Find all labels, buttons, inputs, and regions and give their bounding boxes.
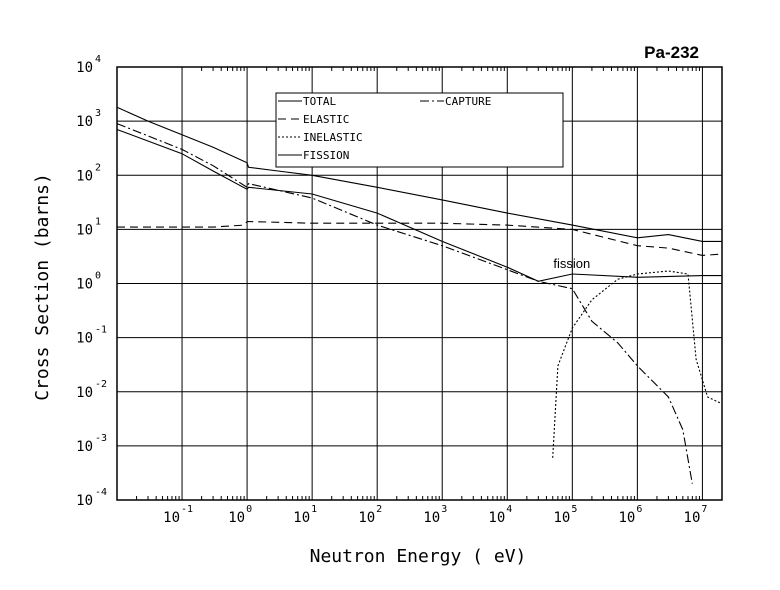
y-tick-exponent: -3 bbox=[95, 433, 107, 444]
y-tick-label: 10 bbox=[76, 277, 93, 293]
x-tick-exponent: 5 bbox=[571, 504, 577, 515]
y-tick-exponent: -2 bbox=[95, 379, 107, 390]
y-tick-label: 10 bbox=[76, 114, 93, 130]
series-line-inelastic bbox=[552, 270, 723, 458]
x-tick-exponent: 3 bbox=[441, 504, 447, 515]
series-line-capture bbox=[116, 123, 693, 484]
x-tick-label: 10 bbox=[684, 510, 701, 526]
series-line-fission bbox=[116, 128, 722, 282]
x-tick-exponent: -1 bbox=[181, 504, 193, 515]
series-line-total bbox=[116, 106, 722, 242]
legend-box bbox=[275, 92, 564, 168]
x-tick-exponent: 0 bbox=[246, 504, 252, 515]
legend-entry-inelastic: INELASTIC bbox=[303, 131, 363, 144]
x-tick-label: 10 bbox=[228, 510, 245, 526]
annotation-label: fission bbox=[553, 256, 590, 271]
x-tick-exponent: 4 bbox=[506, 504, 512, 515]
x-tick-label: 10 bbox=[488, 510, 505, 526]
y-tick-exponent: 3 bbox=[95, 108, 101, 119]
series-lines bbox=[116, 106, 723, 484]
y-tick-label: 10 bbox=[76, 60, 93, 76]
y-tick-exponent: 4 bbox=[95, 54, 101, 65]
x-tick-label: 10 bbox=[553, 510, 570, 526]
y-axis-label: Cross Section (barns) bbox=[32, 173, 53, 401]
y-tick-exponent: -1 bbox=[95, 325, 107, 336]
x-tick-label: 10 bbox=[293, 510, 310, 526]
x-tick-exponent: 2 bbox=[376, 504, 382, 515]
legend-entry-elastic: ELASTIC bbox=[303, 113, 349, 126]
y-tick-label: 10 bbox=[76, 493, 93, 509]
y-tick-exponent: -4 bbox=[95, 487, 107, 498]
x-tick-label: 10 bbox=[619, 510, 636, 526]
legend-entry-capture: CAPTURE bbox=[445, 95, 491, 108]
y-tick-exponent: 0 bbox=[95, 271, 101, 282]
chart-title: Pa-232 bbox=[644, 43, 699, 62]
y-tick-label: 10 bbox=[76, 168, 93, 184]
legend: TOTAL ELASTIC INELASTIC FISSION CAPTURE bbox=[275, 92, 564, 168]
x-tick-label: 10 bbox=[423, 510, 440, 526]
y-tick-label: 10 bbox=[76, 385, 93, 401]
plot-frame bbox=[116, 66, 723, 501]
y-tick-label: 10 bbox=[76, 331, 93, 347]
x-tick-label: 10 bbox=[163, 510, 180, 526]
y-tick-label: 10 bbox=[76, 439, 93, 455]
annotations: fission bbox=[553, 256, 590, 271]
series-line-elastic bbox=[117, 220, 723, 256]
x-tick-label: 10 bbox=[358, 510, 375, 526]
x-tick-exponent: 1 bbox=[311, 504, 317, 515]
y-tick-exponent: 1 bbox=[95, 216, 101, 227]
y-tick-label: 10 bbox=[76, 222, 93, 238]
tick-labels: 10-1100101102103104105106107104103102101… bbox=[76, 54, 707, 526]
legend-entry-fission: FISSION bbox=[303, 149, 349, 162]
x-axis-label: Neutron Energy ( eV) bbox=[310, 546, 527, 567]
y-tick-exponent: 2 bbox=[95, 162, 101, 173]
legend-entry-total: TOTAL bbox=[303, 95, 336, 108]
x-tick-exponent: 6 bbox=[636, 504, 642, 515]
x-tick-exponent: 7 bbox=[701, 504, 707, 515]
